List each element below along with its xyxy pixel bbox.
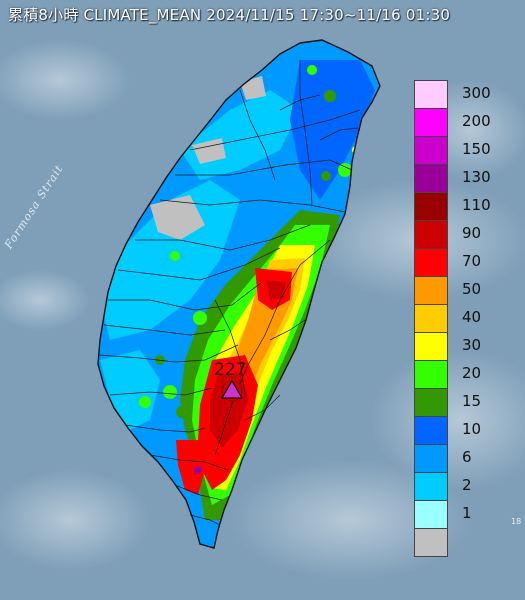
admin-boundaries [99, 60, 361, 526]
legend-label: 6 [462, 448, 472, 466]
legend-swatch [414, 276, 448, 304]
legend-label: 70 [462, 252, 482, 270]
legend-label: 1 [462, 504, 472, 522]
legend-label: 10 [462, 420, 482, 438]
legend-swatch [414, 444, 448, 472]
legend-label: 200 [462, 112, 491, 130]
legend-swatch [414, 164, 448, 192]
legend-swatch [414, 192, 448, 220]
island-outline [97, 39, 381, 549]
color-legend [414, 80, 448, 557]
legend-swatch [414, 528, 448, 557]
legend-swatch [414, 108, 448, 136]
legend-label: 300 [462, 84, 491, 102]
legend-swatch [414, 500, 448, 528]
legend-swatch [414, 248, 448, 276]
map-title: 累積8小時 CLIMATE_MEAN 2024/11/15 17:30~11/1… [8, 6, 451, 24]
legend-swatch [414, 388, 448, 416]
max-rainfall-marker [220, 379, 244, 402]
legend-swatch [414, 80, 448, 108]
edge-partial-label: 18 [511, 517, 522, 526]
legend-label: 50 [462, 280, 482, 298]
legend-label: 110 [462, 196, 491, 214]
legend-label: 2 [462, 476, 472, 494]
legend-label: 40 [462, 308, 482, 326]
legend-swatch [414, 304, 448, 332]
max-rainfall-value: 227 [214, 360, 247, 380]
legend-label: 130 [462, 168, 491, 186]
legend-swatch [414, 136, 448, 164]
legend-label: 15 [462, 392, 482, 410]
legend-swatch [414, 220, 448, 248]
legend-swatch [414, 332, 448, 360]
legend-swatch [414, 416, 448, 444]
legend-label: 90 [462, 224, 482, 242]
legend-label: 20 [462, 364, 482, 382]
legend-label: 30 [462, 336, 482, 354]
legend-swatch [414, 472, 448, 500]
legend-swatch [414, 360, 448, 388]
legend-label: 150 [462, 140, 491, 158]
